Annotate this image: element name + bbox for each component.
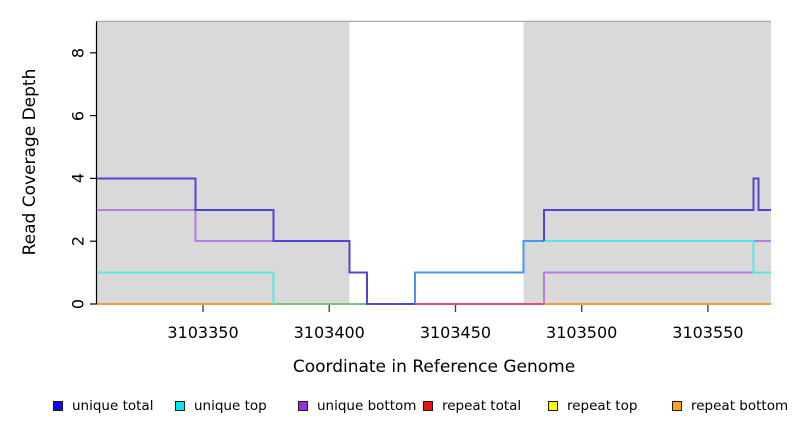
series-unique-top-left bbox=[97, 271, 275, 304]
legend-item-unique-top: unique top bbox=[175, 394, 267, 418]
x-tick-label-3103500: 3103500 bbox=[546, 323, 618, 342]
x-tick-label-3103350: 3103350 bbox=[167, 323, 239, 342]
legend-swatch-icon bbox=[298, 401, 308, 411]
chart-legend: unique total unique top unique bottom repea… bbox=[0, 394, 792, 420]
legend-label: repeat total bbox=[442, 398, 522, 414]
y-tick-label-0: 0 bbox=[68, 298, 88, 310]
legend-swatch-icon bbox=[175, 401, 185, 411]
legend-swatch-icon bbox=[423, 401, 433, 411]
legend-label: repeat bottom bbox=[691, 398, 789, 414]
legend-swatch-icon bbox=[548, 401, 558, 411]
legend-label: unique bottom bbox=[317, 398, 417, 414]
legend-label: repeat top bbox=[567, 398, 638, 414]
legend-item-repeat-total: repeat total bbox=[423, 394, 521, 418]
y-tick-label-8: 8 bbox=[68, 47, 88, 58]
legend-swatch-icon bbox=[53, 401, 63, 411]
x-tick-label-3103550: 3103550 bbox=[672, 323, 744, 342]
series-unique-top-right bbox=[543, 240, 771, 274]
x-tick-label-3103450: 3103450 bbox=[419, 323, 492, 342]
y-tick-label-2: 2 bbox=[68, 236, 88, 247]
series-unique-total-left bbox=[97, 177, 416, 305]
x-axis-title: Coordinate in Reference Genome bbox=[292, 357, 576, 377]
right-repeat-masked-region bbox=[523, 21, 771, 305]
legend-label: unique top bbox=[194, 398, 267, 414]
legend-item-unique-bottom: unique bottom bbox=[298, 394, 416, 418]
legend-item-repeat-top: repeat top bbox=[548, 394, 637, 418]
y-tick-label-6: 6 bbox=[68, 110, 88, 121]
series-unique-total-right bbox=[542, 177, 771, 242]
x-tick-label-3103400: 3103400 bbox=[293, 323, 365, 342]
legend-item-unique-total: unique total bbox=[53, 394, 153, 418]
legend-swatch-icon bbox=[672, 401, 682, 411]
left-repeat-masked-region bbox=[97, 21, 350, 305]
legend-item-repeat-bottom: repeat bottom bbox=[672, 394, 788, 418]
y-tick-label-4: 4 bbox=[68, 173, 88, 184]
series-unique-total-top-overlap bbox=[414, 240, 544, 304]
legend-label: unique total bbox=[72, 398, 154, 414]
y-axis-title: Read Coverage Depth bbox=[20, 68, 40, 256]
